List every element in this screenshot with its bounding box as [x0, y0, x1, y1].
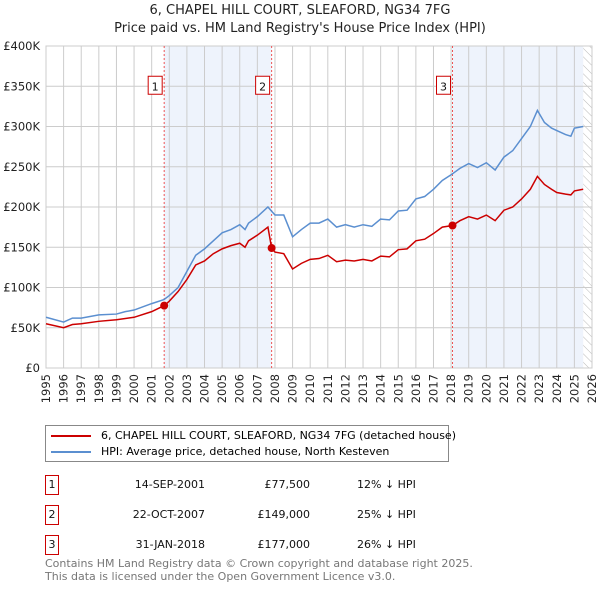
sale-date: 14-SEP-2001 — [134, 478, 205, 491]
sale-hpi-diff: 26% ↓ HPI — [357, 538, 416, 551]
x-tick-label: 2010 — [303, 374, 317, 403]
x-tick-label: 2002 — [162, 374, 176, 403]
chart-subtitle: Price paid vs. HM Land Registry's House … — [114, 21, 486, 36]
x-tick-label: 2012 — [338, 374, 352, 403]
chart-title: 6, CHAPEL HILL COURT, SLEAFORD, NG34 7FG — [149, 3, 451, 18]
x-tick-label: 2009 — [286, 374, 300, 403]
sale-marker-badge: 2 — [45, 505, 59, 525]
x-tick-label: 2015 — [391, 374, 405, 403]
sale-marker-badge: 3 — [45, 535, 59, 555]
sale-date: 22-OCT-2007 — [132, 508, 205, 521]
legend-swatch-hpi — [51, 450, 91, 453]
x-tick-label: 2020 — [479, 374, 493, 403]
x-tick-label: 2018 — [444, 374, 458, 403]
y-tick-label: £400K — [3, 39, 40, 53]
x-tick-label: 2021 — [497, 374, 511, 403]
y-tick-label: £250K — [3, 160, 40, 174]
x-tick-label: 2011 — [321, 374, 335, 403]
sale-label: 2 — [259, 80, 266, 93]
sale-marker-badge: 1 — [45, 475, 59, 495]
legend-label-hpi: HPI: Average price, detached house, Nort… — [101, 445, 390, 458]
sale-label-box — [436, 75, 452, 95]
price-chart: 1 2 3 1995 1996 1997 1998 1999 2000 2001 2002 2003 2… — [3, 39, 599, 403]
y-tick-label: £350K — [3, 79, 40, 93]
sale-hpi-diff: 25% ↓ HPI — [357, 508, 416, 521]
sale-label-box — [255, 75, 271, 95]
y-tick-label: £0 — [25, 361, 40, 375]
plot-frame — [45, 45, 593, 369]
x-tick-label: 2023 — [532, 374, 546, 403]
x-tick-label: 2004 — [198, 374, 212, 403]
sale-date: 31-JAN-2018 — [135, 538, 205, 551]
x-tick-label: 1999 — [109, 374, 123, 403]
hpi-line — [45, 108, 584, 323]
sale-row: 3 31-JAN-2018 £177,000 26% ↓ HPI — [45, 535, 445, 555]
x-tick-label: 1996 — [57, 374, 71, 403]
x-tick-label: 2008 — [268, 374, 282, 403]
sale-hpi-diff: 12% ↓ HPI — [357, 478, 416, 491]
y-tick-label: £50K — [11, 321, 41, 335]
legend-label-property: 6, CHAPEL HILL COURT, SLEAFORD, NG34 7FG… — [101, 429, 456, 442]
footer-copyright: Contains HM Land Registry data © Crown c… — [45, 557, 473, 570]
y-tick-label: £150K — [3, 240, 40, 254]
sale-point — [160, 301, 169, 310]
x-tick-label: 2000 — [127, 374, 141, 403]
x-tick-label: 2022 — [515, 374, 529, 403]
x-tick-label: 2025 — [567, 374, 581, 403]
sale-row: 1 14-SEP-2001 £77,500 12% ↓ HPI — [45, 475, 445, 495]
x-tick-label: 2003 — [180, 374, 194, 403]
y-tick-label: £300K — [3, 120, 40, 134]
sale-price: £77,500 — [264, 478, 311, 491]
x-tick-label: 2013 — [356, 374, 370, 403]
footer-licence: This data is licensed under the Open Gov… — [45, 570, 396, 583]
footer: Contains HM Land Registry data © Crown c… — [45, 557, 473, 583]
sale-point — [448, 221, 457, 230]
sale-label-box — [147, 75, 163, 95]
sale-price: £177,000 — [257, 538, 311, 551]
x-tick-label: 2007 — [250, 374, 264, 403]
x-tick-label: 1998 — [92, 374, 106, 403]
sale-label: 3 — [440, 80, 447, 93]
property-price-line — [45, 175, 584, 329]
x-tick-label: 2001 — [145, 374, 159, 403]
x-tick-label: 2005 — [215, 374, 229, 403]
chart-legend: 6, CHAPEL HILL COURT, SLEAFORD, NG34 7FG… — [45, 425, 456, 462]
x-tick-label: 2024 — [550, 374, 564, 403]
x-tick-label: 1997 — [74, 374, 88, 403]
x-tick-label: 2026 — [585, 374, 599, 403]
sale-price: £149,000 — [257, 508, 311, 521]
x-tick-label: 2017 — [426, 374, 440, 403]
x-tick-label: 2014 — [374, 374, 388, 403]
x-tick-label: 2019 — [462, 374, 476, 403]
y-tick-label: £100K — [3, 281, 40, 295]
y-tick-label: £200K — [3, 200, 40, 214]
sale-point — [267, 244, 276, 253]
x-tick-label: 2006 — [233, 374, 247, 403]
sale-row: 2 22-OCT-2007 £149,000 25% ↓ HPI — [45, 505, 445, 525]
sale-label: 1 — [152, 80, 159, 93]
x-tick-label: 2016 — [409, 374, 423, 403]
legend-swatch-property — [51, 434, 91, 437]
x-tick-label: 1995 — [39, 374, 53, 403]
